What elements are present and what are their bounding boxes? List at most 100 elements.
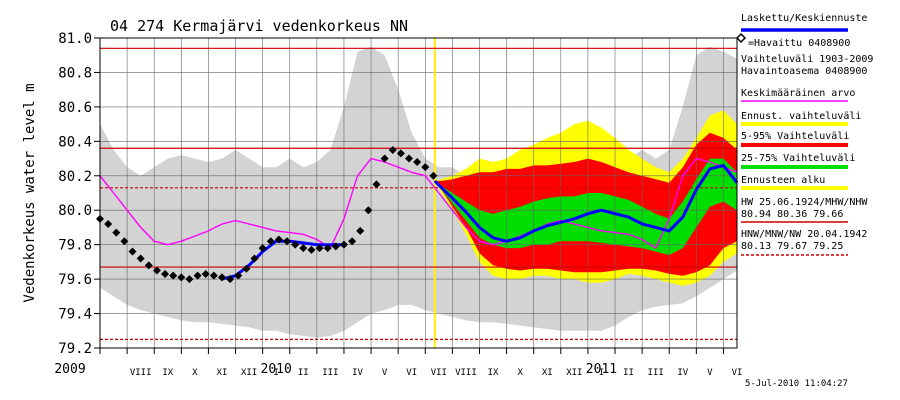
observed-point-21 [266,237,275,246]
observed-point-2 [112,228,121,237]
x-month-label-6: II [298,368,309,378]
observed-point-15 [217,273,226,282]
x-month-label-12: VIII [455,368,477,378]
band-series-3 [434,158,737,255]
observed-point-38 [405,154,414,163]
x-month-label-20: IV [677,368,688,378]
x-month-label-7: III [322,368,338,378]
observed-point-28 [323,244,332,253]
footer-timestamp: 5-Jul-2010 11:04:27 [745,379,848,389]
legend-label-10: 80.94 80.36 79.66 [741,209,843,220]
chart-title: 04 274 Kermajärvi vedenkorkeus NN [110,17,408,35]
y-tick-label-5: 80.2 [58,169,92,185]
observed-point-13 [201,269,210,278]
x-month-label-21: V [707,368,713,378]
x-month-label-17: I [599,368,604,378]
legend-swatch-1 [735,32,747,44]
legend-label-3: Havaintoasema 0408900 [741,66,867,77]
y-tick-label-9: 81.0 [58,31,92,47]
observed-point-26 [307,245,316,254]
legend-label-4: Keskimääräinen arvo [741,88,855,99]
observed-point-41 [429,171,438,180]
observed-point-35 [380,154,389,163]
observed-point-4 [128,247,137,256]
x-month-label-2: X [192,368,198,378]
legend-label-11: HNW/MNW/NW 20.04.1942 [741,229,867,240]
observed-point-10 [177,273,186,282]
y-tick-label-8: 80.8 [58,65,92,81]
observed-point-34 [372,180,381,189]
observed-point-20 [258,244,267,253]
y-tick-label-0: 79.2 [58,341,92,357]
x-month-label-9: V [382,368,388,378]
observed-point-1 [104,220,113,228]
y-tick-label-7: 80.6 [58,100,92,116]
observed-point-6 [144,261,153,270]
line-series-0 [99,157,738,250]
observed-point-16 [226,275,235,284]
plot-area [96,37,739,349]
legend: Laskettu/Keskiennuste =Havaittu 0408900 Va… [735,13,873,256]
observed-point-14 [209,271,218,280]
observed-layer [96,145,438,284]
legend-label-6: 5-95% Vaihteluväli [741,131,849,142]
observed-point-12 [193,271,202,280]
x-month-label-4: XII [241,368,257,378]
legend-label-5: Ennust. vaihteluväli [741,111,861,122]
observed-point-31 [348,237,357,246]
x-month-label-1: IX [162,368,173,378]
observed-point-11 [185,275,194,284]
reference-line-layer [100,38,737,348]
legend-label-0: Laskettu/Keskiennuste [741,13,867,24]
observed-point-32 [356,226,365,235]
observed-point-5 [136,254,145,263]
observed-point-36 [388,145,397,154]
x-month-label-19: III [648,368,664,378]
observed-point-29 [331,242,340,251]
y-tick-label-2: 79.6 [58,272,92,288]
legend-label-2: Vaihteluväli 1903-2009 [741,54,873,65]
observed-point-9 [169,271,178,280]
observed-point-22 [274,235,283,244]
legend-label-7: 25-75% Vaihteluväli [741,153,855,164]
axes: 79.2 79.4 79.6 79.8 80.0 80.2 80.4 80.6 80.8 81.0… [54,31,742,378]
observed-point-23 [283,237,292,246]
y-tick-label-3: 79.8 [58,238,92,254]
legend-label-12: 80.13 79.67 79.25 [741,241,843,252]
series-line-layer [99,157,739,281]
legend-label-8: Ennusteen alku [741,175,825,186]
x-month-label-16: XII [566,368,582,378]
observed-point-33 [364,206,373,215]
observed-point-24 [291,240,300,249]
x-month-label-5: I [273,368,278,378]
x-month-label-11: VII [431,368,447,378]
plot-frame [99,37,738,349]
observed-point-3 [120,237,129,246]
x-month-label-14: X [517,368,523,378]
x-month-label-10: VI [406,368,417,378]
observed-point-18 [242,264,251,273]
observed-point-27 [315,244,324,253]
x-month-label-3: XI [217,368,228,378]
x-month-label-22: VI [732,368,743,378]
observed-point-37 [396,149,405,158]
legend-label-9: HW 25.06.1924/MHW/NHW [741,197,868,208]
y-tick-label-1: 79.4 [58,307,92,323]
observed-point-17 [234,271,243,280]
observed-point-7 [152,266,161,275]
observed-point-30 [339,240,348,249]
x-year-label-2: 2011 [586,362,617,377]
x-year-label-1: 2010 [261,362,292,377]
x-month-label-8: IV [352,368,363,378]
y-tick-label-6: 80.4 [58,134,92,150]
x-year-label-0: 2009 [54,362,85,377]
x-month-label-0: VIII [130,368,152,378]
observed-point-25 [299,244,308,253]
x-month-label-15: XI [542,368,553,378]
observed-point-40 [421,163,430,172]
y-axis-label: Vedenkorkeus water level m [22,83,38,302]
observed-point-39 [413,158,422,166]
observed-point-19 [250,254,259,263]
observed-point-8 [161,269,170,278]
